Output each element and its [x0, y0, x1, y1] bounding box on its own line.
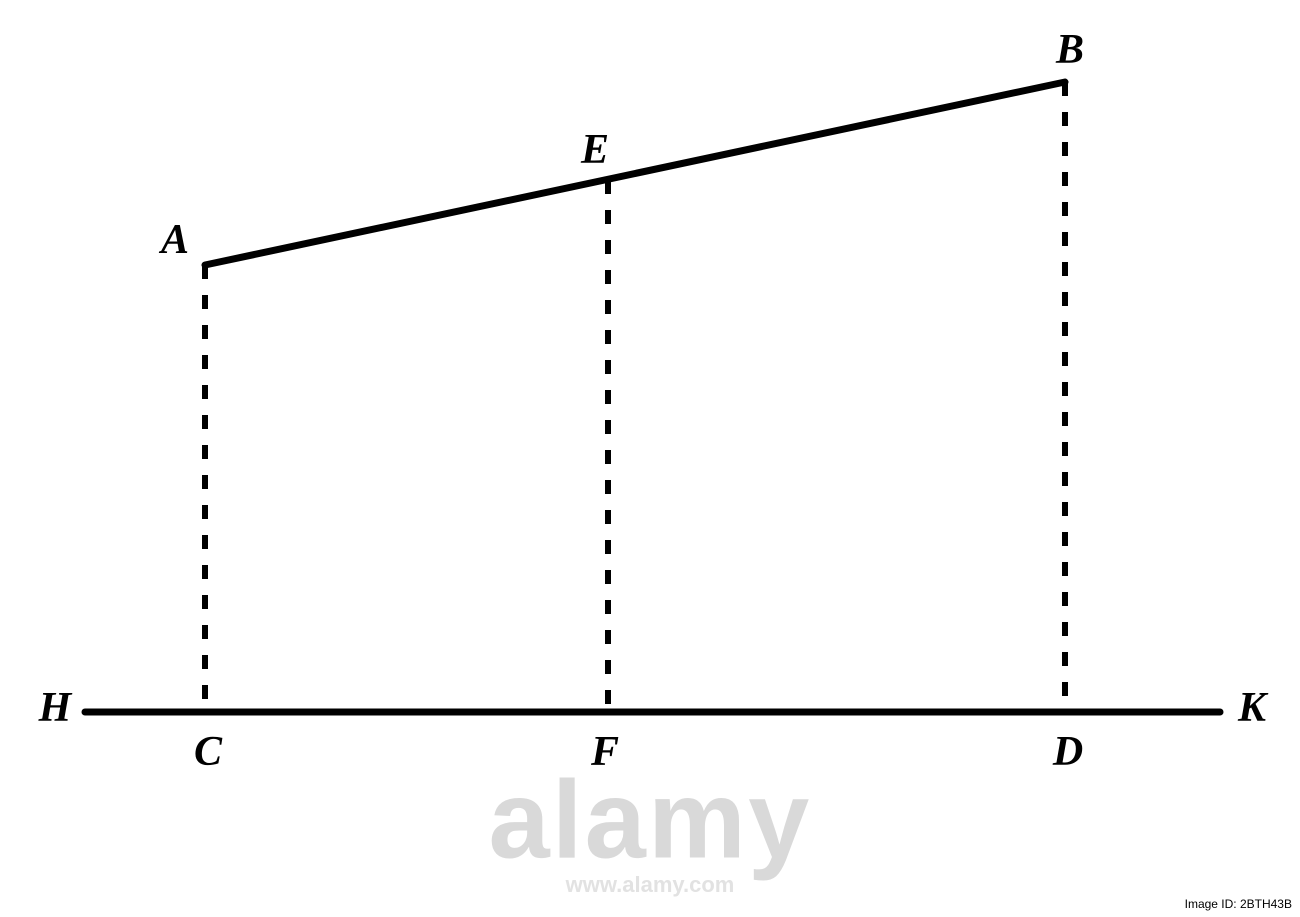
point-label-a: A	[161, 216, 189, 264]
point-label-c: C	[194, 728, 222, 776]
point-label-f: F	[591, 728, 619, 776]
point-label-d: D	[1053, 728, 1083, 776]
point-label-b: B	[1056, 26, 1084, 74]
point-label-e: E	[581, 126, 609, 174]
point-label-h: H	[39, 684, 72, 732]
watermark-image-id: Image ID: 2BTH43B	[1185, 897, 1292, 911]
point-label-k: K	[1238, 684, 1266, 732]
geometry-diagram: A B E H K C F D	[0, 0, 1300, 917]
diagram-svg	[0, 0, 1300, 917]
